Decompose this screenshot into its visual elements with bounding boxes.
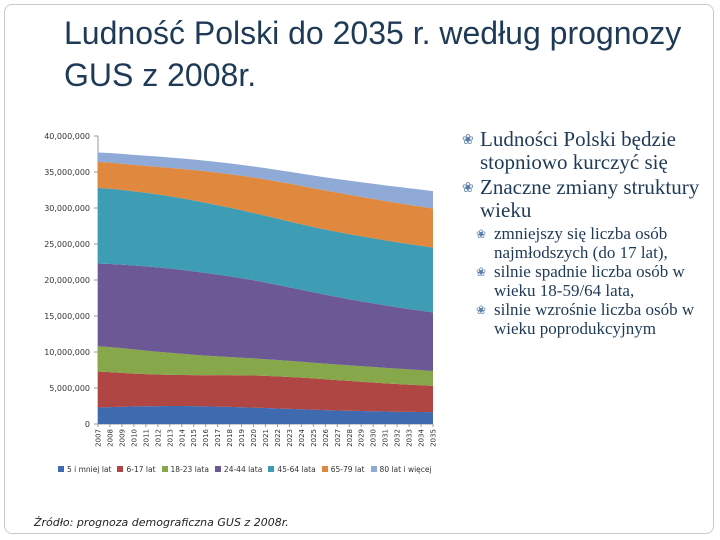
legend-item: 6-17 lat [117, 464, 156, 474]
bullet-marker-icon: ❀ [476, 303, 487, 317]
y-tick-label: 15,000,000 [44, 312, 90, 321]
bullet-item: ❀ zmniejszy się liczba osób najmłodszych … [462, 224, 712, 262]
x-tick-label: 2018 [226, 429, 234, 447]
legend-label: 24-44 lata [223, 464, 263, 474]
bullet-text: Ludności Polski będzie stopniowo kurczyć… [480, 127, 676, 174]
y-tick-label: 5,000,000 [49, 384, 90, 393]
x-tick-label: 2024 [298, 428, 306, 446]
legend-swatch [370, 466, 377, 472]
y-tick-label: 40,000,000 [44, 132, 90, 141]
x-tick-label: 2017 [214, 429, 222, 447]
bullet-item: ❀ Znaczne zmiany struktury wieku [462, 176, 712, 222]
x-tick-label: 2011 [142, 429, 150, 447]
legend-label: 80 lat i więcej [379, 464, 432, 474]
legend-label: 5 i mniej lat [67, 464, 112, 474]
legend-item: 18-23 lata [161, 464, 209, 474]
y-tick-label: 0 [85, 420, 90, 429]
x-tick-label: 2035 [430, 429, 438, 447]
x-tick-label: 2031 [382, 429, 390, 447]
x-tick-label: 2008 [106, 429, 114, 447]
bullet-marker-icon: ❀ [462, 181, 474, 196]
legend-label: 6-17 lat [126, 464, 156, 474]
slide-title: Ludność Polski do 2035 r. według prognoz… [64, 15, 682, 93]
legend-label: 65-79 lat [330, 464, 365, 474]
area-series-5 [98, 161, 433, 248]
bullet-item: ❀ silnie wzrośnie liczba osób w wieku pop… [462, 300, 712, 338]
y-tick-label: 30,000,000 [44, 204, 90, 213]
area-series-1 [98, 371, 433, 413]
x-tick-label: 2007 [95, 429, 103, 447]
x-tick-label: 2022 [274, 429, 282, 447]
area-series-3 [98, 263, 433, 371]
bullet-item: ❀ silnie spadnie liczba osób w wieku 18-5… [462, 262, 712, 300]
x-tick-label: 2030 [370, 429, 378, 447]
x-tick-label: 2010 [130, 429, 138, 447]
bullet-text: zmniejszy się liczba osób najmłodszych (… [494, 224, 668, 262]
bullet-item: ❀ Ludności Polski będzie stopniowo kurczy… [462, 128, 712, 174]
x-tick-label: 2015 [190, 429, 198, 447]
x-tick-label: 2027 [334, 429, 342, 447]
legend-item: 80 lat i więcej [370, 464, 432, 474]
y-tick-label: 35,000,000 [44, 168, 90, 177]
x-tick-label: 2034 [418, 428, 426, 446]
legend-swatch [268, 466, 275, 472]
legend-item: 24-44 lata [214, 464, 263, 474]
x-tick-label: 2026 [322, 428, 330, 446]
area-series-4 [98, 187, 433, 313]
chart-legend: 5 i mniej lat 6-17 lat 18-23 lata 24-44 lat… [58, 462, 438, 476]
x-tick-label: 2021 [262, 429, 270, 447]
legend-swatch [321, 466, 328, 472]
bullet-text: silnie spadnie liczba osób w wieku 18-59… [494, 262, 685, 300]
legend-label: 18-23 lata [170, 464, 209, 474]
x-tick-label: 2029 [358, 429, 366, 447]
x-tick-label: 2023 [286, 429, 294, 447]
area-series-6 [98, 152, 433, 209]
legend-label: 45-64 lata [277, 464, 316, 474]
legend-swatch [117, 466, 124, 472]
bullet-list: ❀ Ludności Polski będzie stopniowo kurczy… [462, 128, 712, 339]
legend-swatch [214, 466, 221, 472]
area-series-0 [98, 406, 433, 424]
x-tick-label: 2014 [178, 428, 186, 446]
slide-frame [4, 4, 714, 534]
x-tick-label: 2013 [166, 429, 174, 447]
x-tick-label: 2025 [310, 429, 318, 447]
legend-swatch [161, 466, 168, 472]
area-series-2 [98, 346, 433, 386]
legend-item: 5 i mniej lat [58, 465, 111, 474]
y-tick-label: 20,000,000 [44, 276, 90, 285]
x-tick-label: 2019 [238, 429, 246, 447]
bullet-text: silnie wzrośnie liczba osób w wieku popr… [494, 300, 695, 338]
y-tick-label: 10,000,000 [44, 348, 90, 357]
y-tick-label: 25,000,000 [44, 240, 90, 249]
x-tick-label: 2009 [118, 429, 126, 447]
x-tick-label: 2020 [250, 429, 258, 447]
x-tick-label: 2016 [202, 428, 210, 446]
x-tick-label: 2032 [394, 429, 402, 447]
bullet-text: Znaczne zmiany struktury wieku [480, 175, 700, 222]
x-tick-label: 2028 [346, 429, 354, 447]
source-note: Źródło: prognoza demograficzna GUS z 200… [34, 516, 289, 529]
legend-item: 45-64 lata [268, 464, 316, 474]
legend-swatch [58, 466, 64, 472]
x-tick-label: 2033 [406, 429, 414, 447]
legend-item: 65-79 lat [321, 464, 365, 474]
bullet-marker-icon: ❀ [462, 133, 474, 148]
x-tick-label: 2012 [154, 429, 162, 447]
bullet-marker-icon: ❀ [476, 265, 487, 279]
bullet-marker-icon: ❀ [476, 227, 487, 241]
